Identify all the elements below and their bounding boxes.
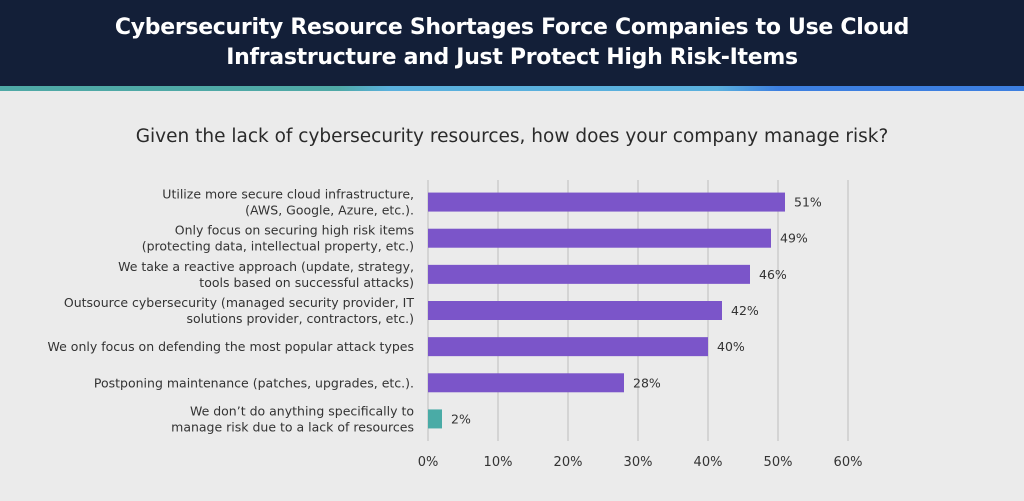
bar xyxy=(428,192,785,212)
bar xyxy=(428,409,442,429)
x-tick-label: 0% xyxy=(418,455,439,470)
data-label: 51% xyxy=(794,195,822,210)
data-label: 49% xyxy=(780,231,808,246)
bar xyxy=(428,228,771,248)
x-tick-label: 30% xyxy=(624,455,653,470)
accent-stripe xyxy=(0,86,1024,91)
category-label: Utilize more secure cloud infrastructure… xyxy=(162,187,414,218)
bar xyxy=(428,301,722,320)
category-label: Only focus on securing high risk items (p… xyxy=(142,223,414,254)
title-line-1: Cybersecurity Resource Shortages Force C… xyxy=(114,15,910,40)
data-label: 42% xyxy=(731,303,759,318)
data-label: 2% xyxy=(451,411,471,426)
x-tick-label: 60% xyxy=(834,455,863,470)
category-label: Postponing maintenance (patches, upgrade… xyxy=(94,375,414,390)
data-label: 46% xyxy=(759,267,787,282)
bar xyxy=(428,337,708,357)
x-tick-label: 10% xyxy=(484,455,513,470)
category-label: We don’t do anything specifically to mana… xyxy=(171,403,414,434)
header-banner: Cybersecurity Resource Shortages Force C… xyxy=(0,0,1024,86)
category-label: Outsource cybersecurity (managed securit… xyxy=(64,295,414,326)
chart-title: Given the lack of cybersecurity resource… xyxy=(135,126,889,147)
bar xyxy=(428,373,624,393)
x-tick-label: 50% xyxy=(764,455,793,470)
x-tick-label: 20% xyxy=(554,455,583,470)
category-label: We only focus on defending the most popu… xyxy=(48,339,414,354)
bar xyxy=(428,264,750,284)
data-label: 28% xyxy=(633,375,661,390)
category-label: We take a reactive approach (update, str… xyxy=(118,259,414,290)
x-tick-label: 40% xyxy=(694,455,723,470)
data-label: 40% xyxy=(717,339,745,354)
title-line-2: Infrastructure and Just Protect High Ris… xyxy=(226,45,798,70)
